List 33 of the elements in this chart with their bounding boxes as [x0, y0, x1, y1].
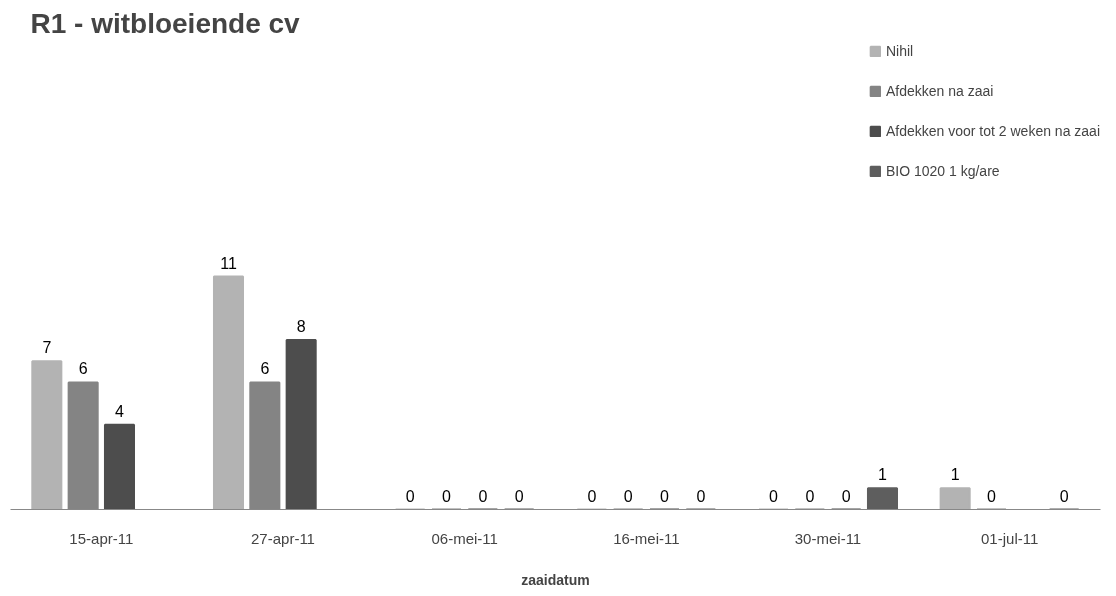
data-label: 0 — [805, 487, 815, 505]
data-label: 8 — [296, 318, 306, 336]
data-label: 6 — [260, 360, 270, 378]
data-label: 0 — [841, 487, 851, 505]
chart-title: R1 - witbloeiende cv — [30, 7, 301, 39]
data-label: 6 — [78, 360, 88, 378]
legend-label: BIO 1020 1 kg/are — [885, 163, 1000, 179]
data-label: 4 — [115, 402, 125, 420]
data-label: 1 — [878, 466, 888, 484]
data-label: 0 — [987, 487, 997, 505]
data-label: 0 — [587, 487, 597, 505]
data-label: 0 — [696, 487, 706, 505]
data-label: 11 — [220, 254, 237, 272]
legend-label: Afdekken voor tot 2 weken na zaai — [885, 123, 1100, 139]
x-tick-label: 16-mei-11 — [613, 529, 680, 547]
x-tick-label: 06-mei-11 — [431, 529, 498, 547]
data-label: 0 — [442, 487, 452, 505]
data-label: 0 — [769, 487, 779, 505]
x-axis-title: zaaidatum — [521, 571, 590, 588]
x-tick-label: 27-apr-11 — [251, 529, 315, 547]
data-label: 0 — [478, 487, 488, 505]
legend-label: Nihil — [885, 43, 914, 59]
data-label: 0 — [660, 487, 670, 505]
data-label: 0 — [1059, 487, 1069, 505]
data-label: 7 — [42, 339, 52, 357]
data-label: 0 — [623, 487, 633, 505]
x-tick-label: 01-jul-11 — [981, 529, 1039, 547]
x-tick-label: 30-mei-11 — [794, 529, 862, 547]
data-label: 0 — [514, 487, 524, 505]
data-label: 1 — [950, 466, 960, 484]
data-label: 0 — [405, 487, 415, 505]
x-tick-label: 15-apr-11 — [69, 529, 134, 547]
legend-label: Afdekken na zaai — [885, 83, 994, 99]
